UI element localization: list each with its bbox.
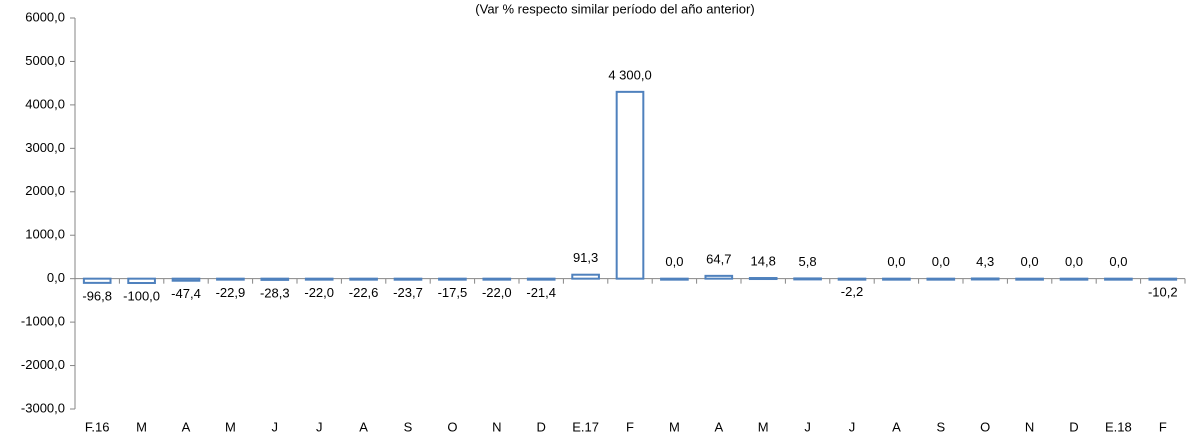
bar <box>615 90 645 280</box>
bar <box>837 277 867 281</box>
y-tick-label: -2000,0 <box>21 357 65 372</box>
bar <box>393 277 423 281</box>
x-tick-label: S <box>404 419 413 434</box>
value-label: -96,8 <box>82 288 112 303</box>
x-tick-label: N <box>492 419 501 434</box>
x-tick-label: D <box>537 419 546 434</box>
value-label: 0,0 <box>1021 254 1039 269</box>
bar <box>349 277 378 281</box>
y-tick-label: -1000,0 <box>21 314 65 329</box>
x-tick-label: F.16 <box>85 419 110 434</box>
value-label: -2,2 <box>841 284 863 299</box>
bar <box>526 277 556 281</box>
x-tick-label: A <box>892 419 901 434</box>
value-label: 0,0 <box>1065 254 1083 269</box>
x-tick-label: N <box>1025 419 1034 434</box>
y-tick-label: 0,0 <box>47 270 65 285</box>
x-tick-label: E.17 <box>572 419 599 434</box>
value-label: -23,7 <box>393 285 423 300</box>
x-tick-label: J <box>272 419 279 434</box>
value-label: 0,0 <box>1109 254 1127 269</box>
value-label: 0,0 <box>665 254 683 269</box>
bar <box>926 277 956 281</box>
value-label: -47,4 <box>171 286 201 301</box>
bar <box>1148 277 1178 281</box>
x-tick-label: M <box>758 419 769 434</box>
x-tick-label: M <box>669 419 680 434</box>
bar <box>882 277 911 281</box>
value-label: -10,2 <box>1148 285 1178 300</box>
value-label: -28,3 <box>260 285 290 300</box>
x-tick-label: A <box>359 419 368 434</box>
bar <box>260 277 290 281</box>
x-tick-label: M <box>225 419 236 434</box>
bar <box>704 274 734 280</box>
value-label: -22,0 <box>304 285 334 300</box>
value-label: -17,5 <box>438 285 468 300</box>
x-tick-label: A <box>182 419 191 434</box>
y-tick-label: -3000,0 <box>21 400 65 415</box>
value-label: 91,3 <box>573 250 598 265</box>
value-label: 5,8 <box>799 254 817 269</box>
x-tick-label: J <box>316 419 323 434</box>
y-tick-label: 3000,0 <box>25 140 65 155</box>
value-label: -21,4 <box>526 285 556 300</box>
x-tick-label: J <box>804 419 811 434</box>
value-label: -22,6 <box>349 285 379 300</box>
x-tick-label: J <box>849 419 856 434</box>
bar <box>660 277 689 281</box>
value-label: -100,0 <box>123 288 160 303</box>
bar <box>127 277 156 285</box>
value-label: 4,3 <box>976 254 994 269</box>
value-label: 0,0 <box>932 254 950 269</box>
value-label: 64,7 <box>706 251 731 266</box>
bar <box>438 277 467 281</box>
x-tick-label: O <box>980 419 990 434</box>
bar <box>216 277 245 281</box>
y-tick-label: 1000,0 <box>25 227 65 242</box>
x-tick-label: D <box>1069 419 1078 434</box>
x-tick-label: S <box>936 419 945 434</box>
bar <box>1059 277 1089 281</box>
value-label: 4 300,0 <box>608 67 651 82</box>
bar <box>482 277 512 281</box>
x-tick-label: E.18 <box>1105 419 1132 434</box>
value-label: -22,0 <box>482 285 512 300</box>
value-label: 14,8 <box>751 253 776 268</box>
x-tick-label: M <box>136 419 147 434</box>
y-tick-label: 2000,0 <box>25 183 65 198</box>
x-tick-label: A <box>714 419 723 434</box>
bar <box>1015 277 1044 281</box>
bar <box>970 277 1000 281</box>
x-tick-label: O <box>447 419 457 434</box>
bar <box>171 277 201 282</box>
y-tick-label: 4000,0 <box>25 96 65 111</box>
bar <box>1104 277 1133 281</box>
bar <box>304 277 334 281</box>
chart-title: (Var % respecto similar período del año … <box>475 1 754 16</box>
bar <box>571 273 600 280</box>
bar <box>793 277 822 281</box>
bar <box>748 277 778 281</box>
x-tick-label: F <box>626 419 634 434</box>
value-label: 0,0 <box>887 254 905 269</box>
value-label: -22,9 <box>216 285 246 300</box>
y-tick-label: 5000,0 <box>25 53 65 68</box>
bar <box>82 277 112 284</box>
x-tick-label: F <box>1159 419 1167 434</box>
y-tick-label: 6000,0 <box>25 9 65 24</box>
